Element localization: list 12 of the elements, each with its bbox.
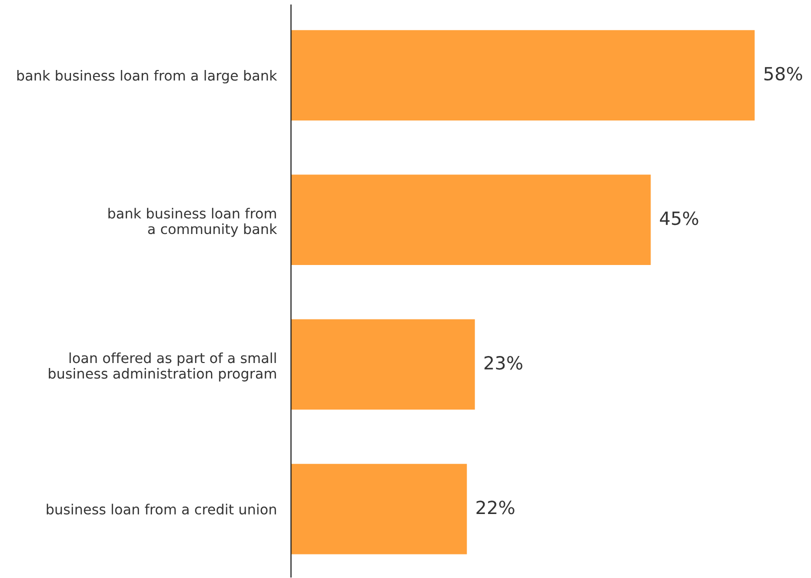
data-label: 22%	[476, 500, 514, 514]
bar	[291, 30, 755, 120]
y-tick-label: bank business loan from a large bank	[17, 70, 278, 84]
data-label: 23%	[484, 356, 522, 370]
y-tick-label: bank business loan from a community bank	[108, 208, 278, 237]
data-label: 58%	[764, 66, 802, 81]
bar	[291, 464, 467, 554]
y-tick-label: loan offered as part of a small business administration program	[48, 352, 276, 382]
data-label: 45%	[660, 211, 698, 226]
bar	[291, 174, 651, 266]
bar	[291, 319, 475, 410]
y-tick-label: business loan from a credit union	[46, 504, 276, 515]
